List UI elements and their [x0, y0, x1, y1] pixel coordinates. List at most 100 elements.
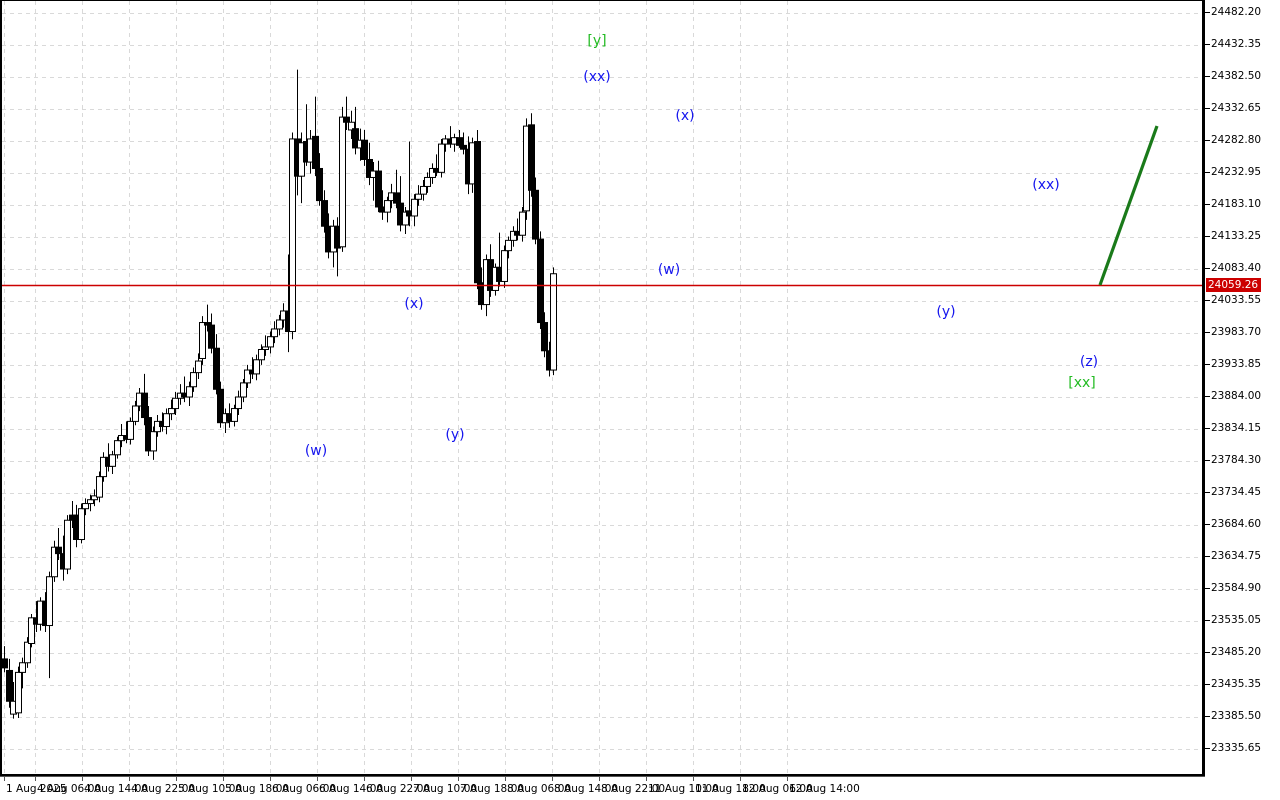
time-tick-label: 1 Aug 2025	[6, 783, 67, 795]
price-tick-mark	[1205, 427, 1210, 429]
price-tick-text: 23634.75	[1211, 550, 1262, 562]
price-tick-text: 23435.35	[1211, 678, 1262, 690]
time-tick-label: 11 Aug 10:00	[648, 783, 719, 795]
wave-label-xx-bracket: [xx]	[1068, 375, 1096, 391]
time-tick-mark	[740, 776, 741, 781]
time-tick-label: 4 Aug 06:00	[37, 783, 102, 795]
price-tick-label: 23834.15	[1205, 423, 1261, 433]
price-tick-mark	[1205, 587, 1210, 589]
price-tick-mark	[1205, 75, 1210, 77]
price-tick-text: 24033.55	[1211, 294, 1262, 306]
time-tick-mark	[223, 776, 224, 781]
price-tick-label: 23485.20	[1205, 647, 1261, 657]
time-tick-mark	[693, 776, 694, 781]
price-tick-mark	[1205, 491, 1210, 493]
price-tick-label: 24232.95	[1205, 167, 1261, 177]
price-tick-label: 23535.05	[1205, 615, 1261, 625]
price-tick-label: 23933.85	[1205, 359, 1261, 369]
price-tick-label: 23983.70	[1205, 327, 1261, 337]
price-tick-label: 24083.40	[1205, 263, 1261, 273]
price-tick-mark	[1205, 619, 1210, 621]
wave-label-y-right: (y)	[936, 304, 956, 320]
price-tick-label: 23435.35	[1205, 679, 1261, 689]
price-tick-label: 24432.35	[1205, 39, 1261, 49]
chart-plot-area[interactable]: [y] (xx) (x) (w) (x) (w) (y) (y) (xx) (z) [xx]	[0, 0, 1205, 776]
time-tick-label: 12 Aug 06:00	[742, 783, 813, 795]
price-tick-label: 23734.45	[1205, 487, 1261, 497]
price-tick-label: 24133.25	[1205, 231, 1261, 241]
price-tick-mark	[1205, 235, 1210, 237]
time-tick-label: 4 Aug 22:00	[131, 783, 196, 795]
price-tick-label: 23884.00	[1205, 391, 1261, 401]
wave-label-x-right: (x)	[675, 108, 695, 124]
price-tick-text: 24382.50	[1211, 70, 1262, 82]
price-tick-text: 23335.65	[1211, 742, 1262, 754]
time-axis[interactable]: 1 Aug 2025 4 Aug 06:00 4 Aug 14:00 4 Aug 22…	[0, 776, 1280, 800]
time-tick-mark	[787, 776, 788, 781]
price-tick-label: 23634.75	[1205, 551, 1261, 561]
wave-label-xx-top: (xx)	[583, 69, 611, 85]
price-tick-mark	[1205, 203, 1210, 205]
price-tick-mark	[1205, 139, 1210, 141]
price-tick-mark	[1205, 171, 1210, 173]
price-tick-text: 24232.95	[1211, 166, 1262, 178]
price-tick-label: 23335.65	[1205, 743, 1261, 753]
price-tick-mark	[1205, 11, 1210, 13]
price-tick-mark	[1205, 395, 1210, 397]
wave-label-w-left: (w)	[304, 443, 328, 459]
price-tick-label: 24332.65	[1205, 103, 1261, 113]
time-tick-label: 8 Aug 14:00	[554, 783, 619, 795]
time-tick-label: 11 Aug 18:00	[695, 783, 766, 795]
time-tick-mark	[4, 776, 5, 781]
wave-label-y-left: (y)	[445, 427, 465, 443]
time-tick-mark	[552, 776, 553, 781]
price-tick-label: 24282.80	[1205, 135, 1261, 145]
wave-label-y-bracket: [y]	[587, 33, 607, 49]
price-tick-label: 23584.90	[1205, 583, 1261, 593]
time-tick-label: 8 Aug 22:00	[601, 783, 666, 795]
time-tick-label: 5 Aug 18:00	[225, 783, 290, 795]
grid-layer	[2, 1, 1202, 774]
price-tick-mark	[1205, 331, 1210, 333]
price-tick-mark	[1205, 715, 1210, 717]
price-tick-mark	[1205, 651, 1210, 653]
candlestick-series	[2, 69, 557, 719]
price-tick-text: 24432.35	[1211, 38, 1262, 50]
price-axis[interactable]: 24482.20 24432.35 24382.50 24332.65 24282.80…	[1205, 0, 1280, 776]
time-tick-mark	[129, 776, 130, 781]
time-tick-mark	[317, 776, 318, 781]
price-tick-label: 24382.50	[1205, 71, 1261, 81]
current-price-tag: 24059.26	[1206, 278, 1262, 292]
price-tick-text: 23983.70	[1211, 326, 1262, 338]
time-tick-mark	[646, 776, 647, 781]
time-tick-mark	[458, 776, 459, 781]
time-tick-mark	[270, 776, 271, 781]
price-tick-text: 23535.05	[1211, 614, 1262, 626]
price-tick-text: 23734.45	[1211, 486, 1262, 498]
time-tick-label: 6 Aug 22:00	[366, 783, 431, 795]
price-tick-text: 23385.50	[1211, 710, 1262, 722]
price-tick-mark	[1205, 683, 1210, 685]
wave-label-x-left: (x)	[404, 296, 424, 312]
time-tick-mark	[599, 776, 600, 781]
time-tick-label: 6 Aug 06:00	[272, 783, 337, 795]
price-tick-mark	[1205, 555, 1210, 557]
price-tick-text: 23784.30	[1211, 454, 1262, 466]
time-tick-mark	[176, 776, 177, 781]
time-tick-label: 7 Aug 10:00	[413, 783, 478, 795]
price-tick-text: 24332.65	[1211, 102, 1262, 114]
price-tick-mark	[1205, 747, 1210, 749]
time-tick-label: 5 Aug 10:00	[178, 783, 243, 795]
overlay-layer	[2, 125, 1202, 287]
price-tick-mark	[1205, 363, 1210, 365]
time-tick-mark	[82, 776, 83, 781]
time-tick-mark	[505, 776, 506, 781]
wave-label-xx-right: (xx)	[1032, 177, 1060, 193]
time-tick-mark	[35, 776, 36, 781]
time-axis-baseline	[0, 776, 1205, 777]
price-tick-text: 24282.80	[1211, 134, 1262, 146]
price-tick-text: 23884.00	[1211, 390, 1262, 402]
price-tick-label: 24033.55	[1205, 295, 1261, 305]
price-tick-label: 23784.30	[1205, 455, 1261, 465]
